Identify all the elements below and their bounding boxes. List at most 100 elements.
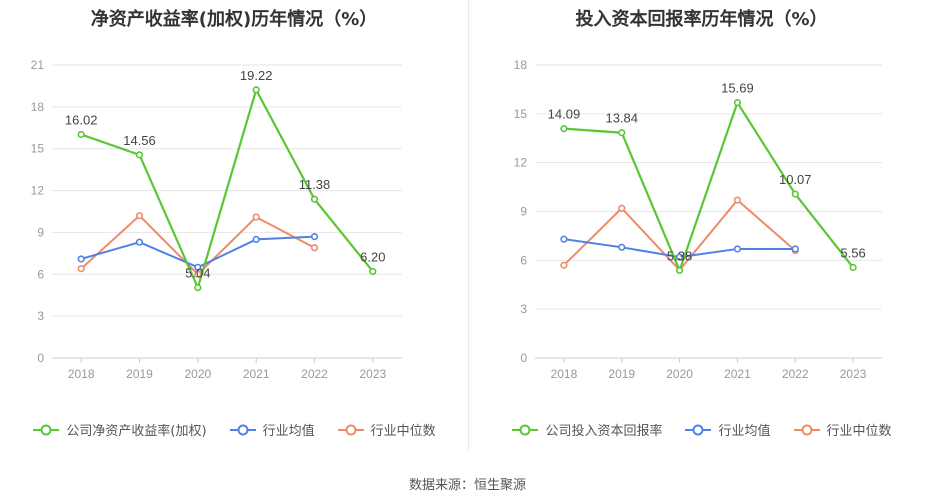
legend-swatch-marker: [692, 424, 704, 435]
x-tick-label: 2019: [126, 367, 153, 381]
y-tick-label: 3: [37, 309, 44, 323]
legend-item-company[interactable]: 公司净资产收益率(加权): [32, 420, 207, 439]
data-label: 14.09: [548, 107, 581, 122]
chart-legend: 公司投入资本回报率 行业均值 行业中位数: [468, 420, 935, 439]
data-source-note: 数据来源：恒生聚源: [408, 478, 526, 493]
legend-label: 行业中位数: [370, 424, 436, 439]
data-point-company: [310, 195, 319, 203]
legend-swatch-marker: [40, 424, 52, 435]
data-label: 13.84: [605, 111, 638, 126]
y-tick-label: 12: [514, 156, 528, 170]
data-point-median: [560, 261, 568, 269]
x-tick-label: 2020: [184, 367, 211, 381]
x-tick-label: 2018: [551, 367, 578, 381]
roic-line-chart: 0 3 6 9 12 15 18 2018 2019 2020 2021 2022 2023 14.09 1…: [514, 58, 882, 381]
series-line-avg: [80, 235, 315, 269]
data-point-median: [733, 196, 742, 204]
legend-swatch: [512, 424, 539, 435]
y-tick-label: 3: [520, 302, 527, 316]
data-label: 15.69: [721, 81, 754, 96]
data-point-company: [675, 266, 684, 275]
legend-label: 行业中位数: [826, 424, 892, 439]
data-point-company: [791, 190, 799, 198]
data-point-median: [194, 270, 202, 278]
data-point-company: [135, 151, 144, 159]
legend-item-median[interactable]: 行业中位数: [793, 420, 892, 439]
legend-item-median[interactable]: 行业中位数: [337, 420, 436, 439]
data-point-avg: [77, 255, 85, 263]
chart-legend: 公司净资产收益率(加权) 行业均值 行业中位数: [0, 420, 468, 439]
data-point-company: [618, 129, 626, 137]
chart-title: 净资产收益率(加权)历年情况（%）: [90, 9, 378, 30]
legend-item-avg[interactable]: 行业均值: [684, 420, 771, 439]
data-point-avg: [733, 245, 742, 253]
data-point-company: [733, 99, 742, 107]
x-tick-label: 2021: [243, 367, 270, 381]
data-point-median: [618, 204, 626, 212]
data-point-avg: [791, 245, 799, 253]
y-tick-label: 9: [520, 205, 527, 219]
x-tick-label: 2020: [666, 367, 693, 381]
data-label: 6.20: [360, 249, 385, 264]
data-point-avg: [560, 235, 568, 243]
y-tick-label: 9: [37, 225, 44, 239]
roe-line-chart: 0 3 6 9 12 15 18 21 2018 2019 2020 2021 2022 2023 16.0…: [31, 58, 402, 381]
x-tick-label: 2023: [840, 367, 867, 381]
data-label: 16.02: [65, 112, 98, 127]
y-tick-label: 15: [31, 142, 45, 156]
legend-label: 公司净资产收益率(加权): [66, 424, 207, 439]
data-label: 5.04: [185, 266, 210, 281]
legend-item-avg[interactable]: 行业均值: [229, 420, 315, 439]
data-label: 11.38: [299, 177, 331, 192]
data-label: 19.22: [240, 68, 273, 83]
series-line-company: [563, 100, 854, 274]
data-label: 5.56: [840, 245, 865, 260]
x-tick-label: 2019: [608, 367, 635, 381]
legend-swatch-marker: [345, 424, 357, 435]
data-label: 10.07: [779, 172, 812, 187]
y-tick-label: 18: [31, 100, 45, 114]
data-point-company: [560, 125, 568, 133]
x-tick-label: 2021: [724, 367, 751, 381]
legend-swatch-marker: [801, 424, 812, 435]
data-point-company: [849, 263, 857, 272]
data-label: 5.38: [667, 248, 692, 263]
data-point-median: [252, 213, 260, 221]
data-point-median: [310, 244, 319, 252]
data-point-avg: [618, 243, 626, 251]
legend-label: 行业均值: [262, 424, 315, 439]
chart-title: 投入资本回报率历年情况（%）: [575, 9, 828, 30]
legend-item-company[interactable]: 公司投入资本回报率: [511, 420, 662, 439]
y-tick-label: 12: [31, 184, 45, 198]
data-point-company: [194, 284, 202, 292]
data-point-company: [369, 267, 377, 276]
data-point-avg: [135, 238, 144, 246]
data-point-avg: [252, 235, 260, 244]
x-tick-label: 2023: [359, 367, 386, 381]
x-tick-label: 2022: [301, 367, 328, 381]
series-line-company: [80, 86, 374, 291]
x-tick-label: 2022: [782, 367, 809, 381]
y-tick-label: 0: [520, 351, 527, 365]
data-point-median: [77, 265, 85, 273]
data-point-avg: [310, 233, 319, 241]
y-tick-label: 0: [37, 351, 44, 365]
legend-swatch: [337, 424, 364, 435]
data-label: 14.56: [123, 133, 156, 148]
data-point-avg: [675, 253, 684, 261]
data-point-company: [252, 86, 260, 94]
y-tick-label: 6: [520, 253, 527, 267]
legend-swatch: [685, 424, 712, 435]
y-tick-label: 6: [37, 267, 44, 281]
legend-swatch-marker: [237, 424, 249, 435]
roic-chart-panel: 投入资本回报率历年情况（%） 0 3 6 9 12 15 18 2018 2019 2020 202…: [468, 0, 935, 450]
x-tick-label: 2018: [68, 367, 95, 381]
legend-label: 公司投入资本回报率: [545, 424, 663, 439]
data-point-avg: [194, 263, 202, 271]
y-tick-label: 21: [31, 58, 45, 72]
legend-swatch: [793, 424, 820, 435]
legend-swatch-marker: [519, 424, 531, 435]
roe-chart-panel: 净资产收益率(加权)历年情况（%） 0 3 6 9 12 15 18 21 2018 2019 20…: [0, 0, 468, 450]
data-point-company: [77, 130, 85, 139]
y-tick-label: 18: [514, 58, 528, 72]
